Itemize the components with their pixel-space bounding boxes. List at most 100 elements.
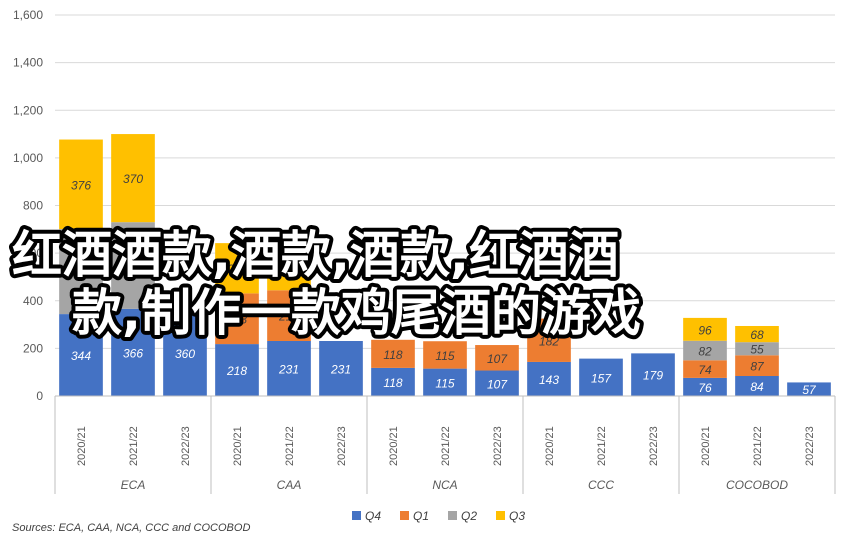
data-label: 231 xyxy=(278,257,299,271)
bar-segment-q4 xyxy=(371,367,415,396)
bar-segment-q3 xyxy=(735,325,779,343)
legend-swatch-q4 xyxy=(352,511,361,520)
bar-segment-q4 xyxy=(527,361,571,396)
x-category-label: 2021/22 xyxy=(596,426,608,466)
data-label: 55 xyxy=(750,343,764,357)
y-tick-label: 1,000 xyxy=(13,151,43,165)
data-label: 370 xyxy=(123,172,143,186)
data-label: 107 xyxy=(487,352,508,366)
data-label: 82 xyxy=(698,345,712,359)
data-label: 143 xyxy=(539,373,559,387)
bar-segment-q1 xyxy=(735,355,779,376)
x-category-label: 2020/21 xyxy=(700,426,712,466)
y-tick-label: 1,200 xyxy=(13,103,43,117)
overlay-text-line-1: 红酒酒款,酒款,酒款,红酒酒 xyxy=(12,226,619,284)
x-category-label: 2020/21 xyxy=(232,426,244,466)
bar-segment-q4 xyxy=(735,375,779,396)
bar-segment-q1 xyxy=(215,293,259,345)
data-label: 231 xyxy=(278,362,299,376)
data-label: 182 xyxy=(539,334,559,348)
y-tick-label: 800 xyxy=(23,199,43,213)
bar-segment-q1 xyxy=(683,360,727,378)
group-label: COCOBOD xyxy=(726,478,788,492)
legend-label-q1: Q1 xyxy=(413,509,429,523)
bar-segment-q4 xyxy=(683,377,727,396)
bar-segment-q1 xyxy=(267,290,311,341)
data-label: 357 xyxy=(71,266,92,280)
bar-segment-q1 xyxy=(423,341,467,369)
data-label: 115 xyxy=(435,376,454,390)
data-label: 213 xyxy=(226,313,247,327)
y-tick-label: 0 xyxy=(36,389,43,403)
x-category-label: 2022/23 xyxy=(804,426,816,466)
bar-segment-q3 xyxy=(683,317,727,341)
x-category-label: 2022/23 xyxy=(648,426,660,466)
bar-segment-q2 xyxy=(111,222,155,309)
y-tick-label: 1,400 xyxy=(13,56,43,70)
x-category-label: 2021/22 xyxy=(752,426,764,466)
bar-segment-q4 xyxy=(319,340,363,396)
bar-segment-q4 xyxy=(579,358,623,396)
y-tick-label: 1,600 xyxy=(13,8,43,22)
bar-segment-q1 xyxy=(371,339,415,368)
legend-swatch-q1 xyxy=(400,511,409,520)
x-category-label: 2022/23 xyxy=(492,426,504,466)
group-label: CCC xyxy=(588,478,614,492)
bar-segment-q1 xyxy=(527,318,571,362)
x-category-label: 2021/22 xyxy=(284,426,296,466)
x-category-label: 2020/21 xyxy=(76,426,88,466)
data-label: 115 xyxy=(435,349,454,363)
bar-segment-q2 xyxy=(735,342,779,356)
x-category-label: 2021/22 xyxy=(128,426,140,466)
y-tick-label: 400 xyxy=(23,294,43,308)
data-label: 364 xyxy=(123,260,143,274)
y-tick-label: 200 xyxy=(23,341,43,355)
data-label: 107 xyxy=(487,377,508,391)
data-label: 376 xyxy=(71,178,91,192)
legend-label-q3: Q3 xyxy=(509,509,525,523)
bar-segment-q4 xyxy=(631,353,675,396)
x-category-label: 2021/22 xyxy=(440,426,452,466)
bar-segment-q3 xyxy=(215,243,259,294)
bar-segment-q4 xyxy=(475,370,519,396)
bar-segment-q4 xyxy=(423,368,467,396)
data-label: 366 xyxy=(123,346,143,360)
data-label: 96 xyxy=(698,323,712,337)
legend-label-q4: Q4 xyxy=(365,509,381,523)
x-category-label: 2022/23 xyxy=(180,426,192,466)
legend-swatch-q2 xyxy=(448,511,457,520)
bar-segment-q3 xyxy=(267,235,311,291)
bar-segment-q1 xyxy=(475,345,519,371)
data-label: 157 xyxy=(591,371,612,385)
bar-segment-q2 xyxy=(59,229,103,315)
group-label: CAA xyxy=(277,478,302,492)
bar-segment-q3 xyxy=(59,139,103,230)
group-label: NCA xyxy=(432,478,457,492)
data-label: 57 xyxy=(802,383,817,397)
data-label: 76 xyxy=(698,381,712,395)
x-category-label: 2020/21 xyxy=(544,426,556,466)
bar-segment-q4 xyxy=(163,310,207,396)
overlay-text-line-2: 款,制作一款鸡尾酒的游戏 xyxy=(72,284,641,342)
data-label: 87 xyxy=(750,360,765,374)
data-label: 211 xyxy=(226,262,246,276)
legend-label-q2: Q2 xyxy=(461,509,477,523)
bar-segment-q4 xyxy=(59,314,103,396)
group-label: ECA xyxy=(121,478,146,492)
data-label: 118 xyxy=(383,348,402,362)
x-category-label: 2022/23 xyxy=(336,426,348,466)
source-note: Sources: ECA, CAA, NCA, CCC and COCOBOD xyxy=(12,522,250,534)
y-tick-label: 600 xyxy=(23,246,43,260)
data-label: 84 xyxy=(750,380,764,394)
data-label: 360 xyxy=(175,347,195,361)
data-label: 68 xyxy=(750,328,764,342)
bar-segment-q4 xyxy=(215,344,259,396)
data-label: 213 xyxy=(278,310,299,324)
data-label: 231 xyxy=(330,362,351,376)
bar-segment-q3 xyxy=(111,134,155,223)
bar-segment-q4 xyxy=(267,340,311,396)
data-label: 218 xyxy=(226,364,247,378)
bar-segment-q4 xyxy=(111,308,155,396)
data-label: 74 xyxy=(698,363,712,377)
